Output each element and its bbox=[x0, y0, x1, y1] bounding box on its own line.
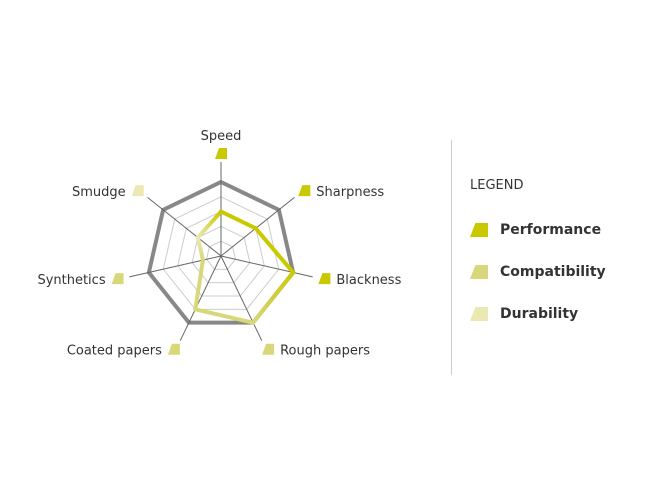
series-segment-rough-papers bbox=[193, 307, 256, 325]
axis-line bbox=[129, 255, 222, 278]
legend-swatch-icon bbox=[470, 307, 488, 321]
axis-line bbox=[220, 255, 263, 341]
series-segment-smudge bbox=[195, 209, 223, 240]
legend-item-compatibility: Compatibility bbox=[470, 251, 606, 293]
axis-line bbox=[220, 255, 313, 278]
axis-marker-icon bbox=[167, 343, 180, 355]
axis-label-speed: Speed bbox=[201, 129, 242, 144]
legend-label: Compatibility bbox=[500, 264, 606, 280]
axis-line bbox=[147, 197, 222, 257]
series-segment-blackness bbox=[251, 270, 296, 325]
divider bbox=[451, 140, 452, 375]
axis-label-coated-papers: Coated papers bbox=[67, 344, 162, 359]
axis-label-synthetics: Synthetics bbox=[37, 273, 105, 288]
axis-line bbox=[179, 255, 222, 341]
axis-line bbox=[220, 197, 295, 257]
legend-item-performance: Performance bbox=[470, 209, 606, 251]
legend-label: Durability bbox=[500, 306, 579, 322]
axis-label-sharpness: Sharpness bbox=[316, 185, 384, 200]
axis-marker-icon bbox=[262, 343, 275, 355]
axis-marker-icon bbox=[298, 185, 311, 197]
series-segment-speed bbox=[219, 209, 258, 231]
series-segment-sharpness bbox=[253, 226, 296, 275]
axis-marker-icon bbox=[318, 273, 331, 285]
legend-label: Performance bbox=[500, 222, 602, 238]
legend-title: LEGEND bbox=[470, 178, 524, 193]
series-segment-synthetics bbox=[195, 235, 205, 263]
legend: LEGEND Performance Compatibility Durabilit… bbox=[470, 178, 606, 335]
grid-ring bbox=[177, 211, 265, 297]
axis-marker-icon bbox=[111, 273, 124, 285]
legend-item-durability: Durability bbox=[470, 293, 606, 335]
axis-label-blackness: Blackness bbox=[336, 273, 401, 288]
legend-swatch-icon bbox=[470, 223, 488, 237]
series-segment-coated-papers bbox=[193, 258, 205, 312]
axis-label-smudge: Smudge bbox=[72, 185, 126, 200]
axis-marker-icon bbox=[131, 185, 144, 197]
grid-ring bbox=[146, 179, 296, 325]
axis-marker-icon bbox=[215, 148, 227, 159]
grid-ring bbox=[162, 196, 280, 310]
axis-label-rough-papers: Rough papers bbox=[280, 344, 370, 359]
grid-ring bbox=[206, 240, 236, 270]
legend-swatch-icon bbox=[470, 265, 488, 279]
radar-chart: Speed Sharpness Blackness Rough papers Coate… bbox=[37, 129, 401, 359]
